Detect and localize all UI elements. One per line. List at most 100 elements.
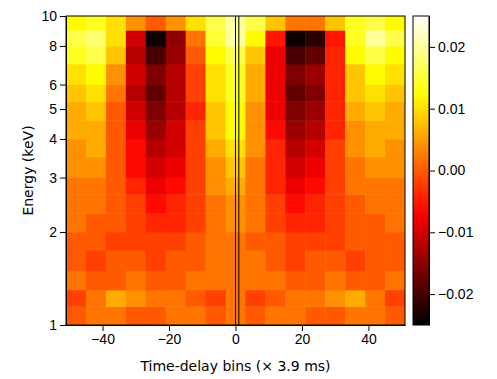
heat-cell bbox=[245, 232, 265, 250]
heat-cell bbox=[166, 306, 186, 325]
heat-cell bbox=[245, 64, 265, 85]
y-tick-mark bbox=[60, 178, 66, 179]
heat-cell bbox=[265, 85, 285, 102]
heat-cell bbox=[206, 120, 226, 139]
x-tick-label: 40 bbox=[361, 331, 377, 347]
heat-cell bbox=[385, 213, 405, 232]
heat-cell bbox=[66, 178, 86, 195]
heat-cell bbox=[265, 194, 285, 214]
heat-cell bbox=[305, 46, 325, 64]
colorbar-tick-mark bbox=[429, 109, 435, 110]
heat-cell bbox=[106, 64, 126, 85]
heat-cell bbox=[245, 120, 265, 139]
colorbar-ramp bbox=[413, 16, 429, 325]
heat-cell bbox=[285, 101, 305, 121]
heat-cell bbox=[325, 271, 345, 291]
y-tick-mark bbox=[60, 46, 66, 47]
heat-cell bbox=[305, 139, 325, 157]
heat-cell bbox=[385, 139, 405, 157]
y-tick: 6 bbox=[49, 77, 66, 93]
heat-cell bbox=[86, 290, 106, 307]
colorbar-tick-label: 0.00 bbox=[438, 162, 465, 178]
heat-cell bbox=[126, 30, 146, 46]
heat-cell bbox=[146, 306, 166, 325]
heat-cell bbox=[385, 306, 405, 325]
heat-cell bbox=[345, 30, 365, 46]
heat-cell bbox=[126, 232, 146, 250]
heat-cell bbox=[305, 213, 325, 232]
heat-cell bbox=[285, 85, 305, 102]
heat-cell bbox=[345, 194, 365, 214]
heat-cell bbox=[166, 101, 186, 121]
y-tick: 3 bbox=[49, 170, 66, 186]
colorbar-tick-label: −0.01 bbox=[438, 224, 474, 240]
heat-cell bbox=[66, 16, 86, 31]
heat-cell bbox=[126, 64, 146, 85]
heat-cell bbox=[345, 120, 365, 139]
heat-cell bbox=[325, 194, 345, 214]
heat-cell bbox=[325, 101, 345, 121]
heat-cell bbox=[166, 232, 186, 250]
heat-cell bbox=[186, 213, 206, 232]
heat-cell bbox=[206, 101, 226, 121]
plot: −40−2002040123456810 bbox=[41, 8, 405, 347]
heat-cell bbox=[365, 178, 385, 195]
y-tick-label: 1 bbox=[49, 317, 57, 333]
heat-cell bbox=[365, 250, 385, 271]
x-tick: 40 bbox=[361, 325, 377, 347]
heat-cell bbox=[206, 46, 226, 64]
heat-cell bbox=[385, 85, 405, 102]
heat-cell bbox=[265, 306, 285, 325]
heat-cell bbox=[66, 271, 86, 291]
heat-cell bbox=[206, 213, 226, 232]
colorbar-tick-label: 0.02 bbox=[438, 39, 465, 55]
heat-cell bbox=[325, 250, 345, 271]
y-axis: 123456810 bbox=[41, 8, 66, 333]
heat-cell bbox=[305, 178, 325, 195]
y-tick-mark bbox=[60, 109, 66, 110]
heat-cell bbox=[106, 213, 126, 232]
y-tick: 5 bbox=[49, 101, 66, 117]
heat-cell bbox=[265, 139, 285, 157]
heat-cell bbox=[126, 120, 146, 139]
heat-cell bbox=[186, 64, 206, 85]
heat-cell bbox=[305, 194, 325, 214]
heat-cell bbox=[126, 85, 146, 102]
heat-cell bbox=[365, 306, 385, 325]
heat-cell bbox=[106, 232, 126, 250]
heat-cell bbox=[345, 306, 365, 325]
heat-cell bbox=[345, 101, 365, 121]
heat-cell bbox=[166, 16, 186, 31]
heat-cell bbox=[86, 194, 106, 214]
heat-cell bbox=[285, 290, 305, 307]
heat-cell bbox=[186, 101, 206, 121]
heat-cell bbox=[186, 250, 206, 271]
heat-cell bbox=[166, 85, 186, 102]
heat-cell bbox=[325, 213, 345, 232]
heat-cell bbox=[86, 46, 106, 64]
heat-cell bbox=[206, 290, 226, 307]
heat-cell bbox=[345, 232, 365, 250]
x-tick-label: −40 bbox=[91, 331, 115, 347]
heat-cell bbox=[166, 194, 186, 214]
heat-cell bbox=[305, 16, 325, 31]
y-tick-mark bbox=[60, 139, 66, 140]
heat-cell bbox=[365, 232, 385, 250]
heat-cell bbox=[325, 46, 345, 64]
heat-cell bbox=[305, 64, 325, 85]
heat-cell bbox=[86, 213, 106, 232]
colorbar-tick-mark bbox=[429, 47, 435, 48]
heat-cell bbox=[126, 213, 146, 232]
heat-cell bbox=[166, 64, 186, 85]
heat-cell bbox=[146, 178, 166, 195]
heat-cell bbox=[365, 194, 385, 214]
heat-cell bbox=[206, 30, 226, 46]
heat-cell bbox=[186, 16, 206, 31]
heat-cell bbox=[166, 290, 186, 307]
chart: −40−2002040123456810Time-delay bins (× 3… bbox=[0, 0, 497, 379]
heat-cell bbox=[146, 290, 166, 307]
x-tick-label: 0 bbox=[232, 331, 240, 347]
heat-cell bbox=[106, 157, 126, 178]
heat-cell bbox=[106, 139, 126, 157]
heat-cell bbox=[285, 16, 305, 31]
